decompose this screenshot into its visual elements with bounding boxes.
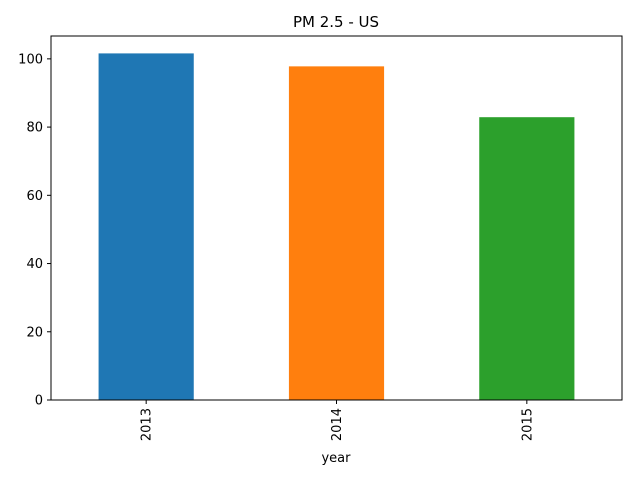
y-tick-label: 80: [26, 121, 43, 136]
x-tick-label-2014: 2014: [330, 408, 345, 441]
y-tick-label: 0: [35, 394, 43, 409]
bar-2014: [288, 66, 385, 401]
y-tick-label: 40: [26, 257, 43, 272]
y-tick-label: 60: [26, 189, 43, 204]
y-ticks-layer: 0 20 40 60 80 100: [18, 52, 51, 409]
bar-2013: [98, 53, 194, 401]
y-tick-label: 20: [26, 325, 43, 340]
x-ticks-layer: 2013 2014 2015: [140, 400, 535, 441]
x-tick-label-2013: 2013: [140, 408, 155, 441]
x-axis-label: year: [321, 451, 351, 466]
bar-2015: [479, 117, 575, 400]
y-tick-label: 100: [18, 52, 43, 67]
chart-title: PM 2.5 - US: [293, 13, 379, 31]
bars-layer: [98, 53, 575, 401]
x-tick-label-2015: 2015: [520, 408, 535, 441]
